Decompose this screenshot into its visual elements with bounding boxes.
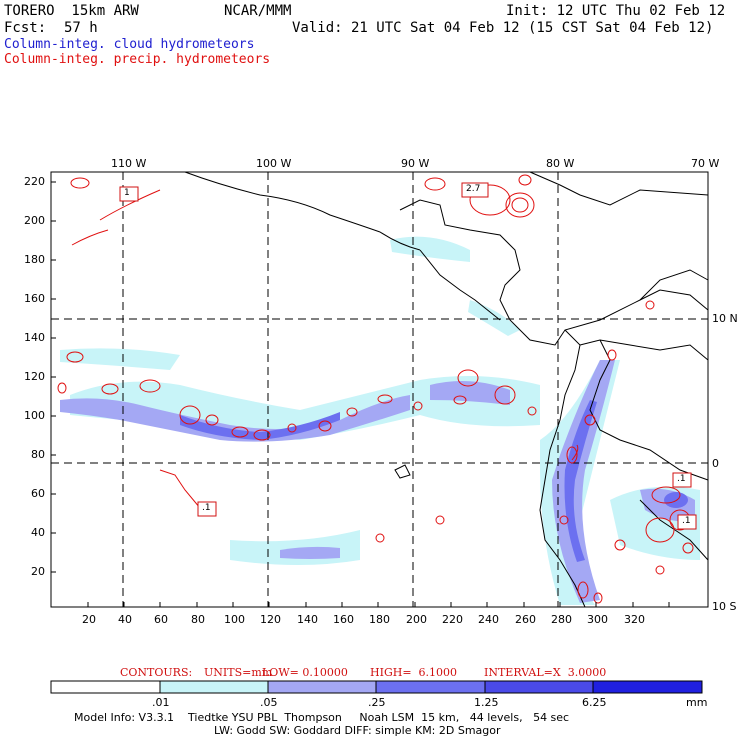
colorbar-swatch — [484, 680, 594, 694]
colorbar-label: 1.25 — [474, 696, 499, 709]
contour-label: 2.7 — [466, 184, 481, 194]
left-tick: 220 — [24, 175, 45, 188]
bottom-tick: 180 — [369, 613, 390, 626]
left-tick: 60 — [31, 487, 45, 500]
left-tick: 100 — [24, 409, 45, 422]
bottom-tick: 260 — [515, 613, 536, 626]
bottom-tick: 200 — [406, 613, 427, 626]
bottom-tick: 40 — [118, 613, 132, 626]
contours-units: UNITS=mm — [204, 666, 273, 679]
left-tick: 180 — [24, 253, 45, 266]
left-tick: 40 — [31, 526, 45, 539]
bottom-tick: 280 — [551, 613, 572, 626]
colorbar-label: .25 — [368, 696, 386, 709]
bottom-tick: 80 — [191, 613, 205, 626]
fcst-label: Fcst: — [4, 20, 47, 36]
right-tick: 0 — [712, 457, 719, 470]
bottom-tick: 140 — [297, 613, 318, 626]
right-tick: 10 N — [712, 312, 738, 325]
coastlines — [184, 171, 709, 608]
bottom-tick: 240 — [478, 613, 499, 626]
legend-cloud: Column-integ. cloud hydrometeors — [4, 37, 255, 52]
colorbar-swatch — [592, 680, 703, 694]
valid-time: Valid: 21 UTC Sat 04 Feb 12 (15 CST Sat … — [292, 20, 714, 36]
contours-interval: INTERVAL=X 3.0000 — [484, 666, 607, 679]
left-tick: 160 — [24, 292, 45, 305]
bottom-tick: 100 — [224, 613, 245, 626]
top-tick: 80 W — [546, 157, 575, 170]
top-tick: 100 W — [256, 157, 292, 170]
colorbar — [50, 680, 703, 694]
left-tick: 80 — [31, 448, 45, 461]
colorbar-swatch — [159, 680, 269, 694]
contours-label: CONTOURS: — [120, 666, 193, 679]
bottom-tick: 300 — [587, 613, 608, 626]
left-tick: 200 — [24, 214, 45, 227]
colorbar-label: 6.25 — [582, 696, 607, 709]
colorbar-swatch — [375, 680, 486, 694]
lat-lon-grid — [51, 172, 708, 607]
org-label: NCAR/MMM — [224, 3, 292, 19]
colorbar-label: .01 — [152, 696, 170, 709]
contour-label-boxes — [119, 182, 697, 530]
bottom-tick: 20 — [82, 613, 96, 626]
bottom-tick: 60 — [154, 613, 168, 626]
init-time: Init: 12 UTC Thu 02 Feb 12 — [506, 3, 726, 19]
contour-label: .1 — [202, 503, 211, 513]
left-tick: 120 — [24, 370, 45, 383]
colorbar-swatch — [267, 680, 377, 694]
bottom-tick: 120 — [260, 613, 281, 626]
contours-low: LOW= 0.10000 — [262, 666, 348, 679]
contour-label: .1 — [682, 516, 691, 526]
bottom-tick: 320 — [624, 613, 645, 626]
model-info-2: LW: Godd SW: Goddard DIFF: simple KM: 2D… — [214, 724, 501, 737]
contour-label: .1 — [677, 474, 686, 484]
right-tick: 10 S — [712, 600, 737, 613]
fcst-value: 57 h — [64, 20, 98, 36]
top-tick: 90 W — [401, 157, 430, 170]
model-title: TORERO 15km ARW — [4, 3, 139, 19]
legend-precip: Column-integ. precip. hydrometeors — [4, 52, 271, 67]
left-tick: 140 — [24, 331, 45, 344]
top-tick: 70 W — [691, 157, 720, 170]
bottom-tick: 160 — [333, 613, 354, 626]
precip-contours — [57, 174, 694, 604]
contour-label: 1 — [124, 188, 130, 198]
cloud-dark-shading — [180, 400, 688, 562]
colorbar-unit: mm — [686, 696, 708, 709]
colorbar-swatch — [50, 680, 161, 694]
model-info: Model Info: V3.3.1 Tiedtke YSU PBL Thomp… — [74, 711, 570, 724]
axis-ticks — [51, 181, 670, 607]
colorbar-label: .05 — [260, 696, 278, 709]
top-tick: 110 W — [111, 157, 147, 170]
contours-high: HIGH= 6.1000 — [370, 666, 458, 679]
left-tick: 20 — [31, 565, 45, 578]
bottom-tick: 220 — [442, 613, 463, 626]
